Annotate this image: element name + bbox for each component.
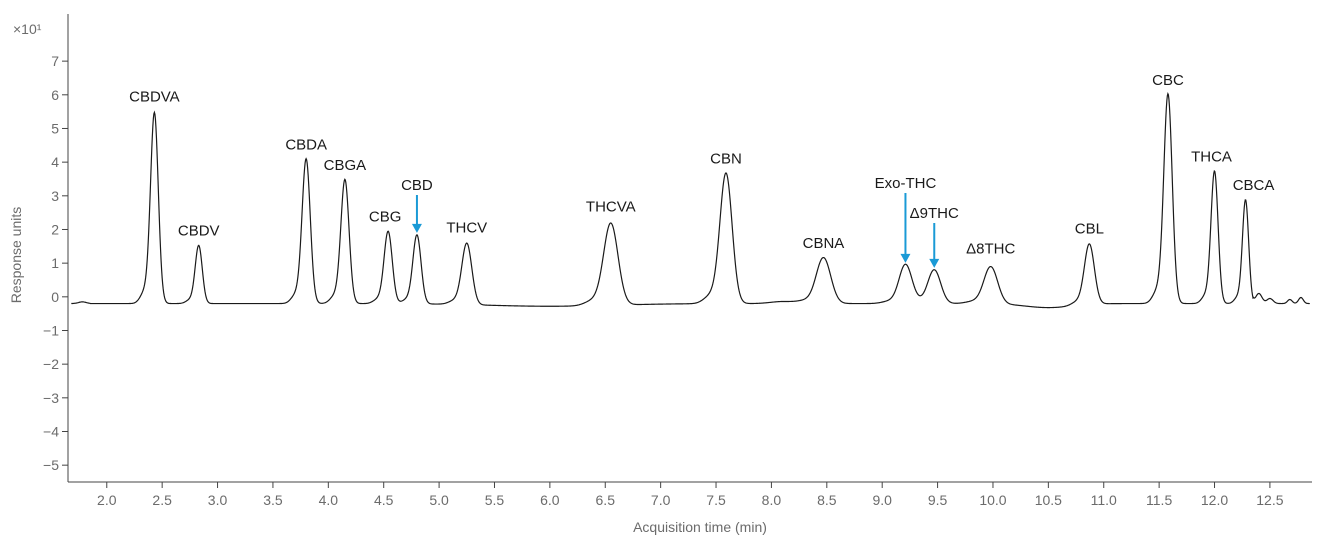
x-tick-label: 10.5 — [1035, 492, 1062, 508]
y-tick-label: 1 — [51, 255, 59, 271]
chromatogram-line — [71, 91, 1310, 309]
peak-label: CBNA — [803, 235, 845, 252]
y-tick-label: 0 — [51, 289, 59, 305]
x-tick-label: 7.5 — [706, 492, 726, 508]
peak-label: CBG — [369, 209, 402, 226]
y-axis-label: Response units — [8, 207, 24, 304]
x-tick-label: 3.5 — [263, 492, 283, 508]
peak-label: Δ9THC — [910, 205, 959, 222]
peak-label: CBN — [710, 151, 742, 168]
peak-label: THCV — [446, 219, 487, 236]
x-tick-label: 4.0 — [319, 492, 339, 508]
y-tick-label: −3 — [43, 390, 59, 406]
peak-label: CBCA — [1233, 177, 1275, 194]
x-tick-label: 2.5 — [152, 492, 172, 508]
axes — [67, 14, 1312, 483]
x-tick-label: 6.5 — [596, 492, 616, 508]
peak-label: CBDA — [285, 136, 327, 153]
y-tick-label: −1 — [43, 322, 59, 338]
x-tick-label: 3.0 — [208, 492, 228, 508]
peak-label: CBC — [1152, 72, 1184, 89]
x-tick-label: 7.0 — [651, 492, 671, 508]
y-tick-label: 7 — [51, 53, 59, 69]
y-tick-label: −5 — [43, 457, 59, 473]
peak-label: CBL — [1075, 220, 1104, 237]
x-tick-label: 5.5 — [485, 492, 505, 508]
x-tick-label: 10.0 — [979, 492, 1006, 508]
ticks: −5 −4 −3 −2 −1 0 1 2 3 4 5 6 7 2.0 2.5 3.0 3.5 4.0 4.5 5.0 5… — [43, 53, 1284, 508]
x-tick-label: 5.0 — [429, 492, 449, 508]
trace-layer — [71, 91, 1310, 309]
x-tick-label: 11.0 — [1091, 492, 1117, 508]
y-axis-multiplier: ×10¹ — [13, 21, 42, 37]
peak-label: CBDV — [178, 223, 220, 240]
x-tick-label: 9.0 — [872, 492, 892, 508]
y-tick-label: 6 — [51, 87, 59, 103]
x-tick-label: 2.0 — [97, 492, 117, 508]
peak-label: CBGA — [324, 157, 367, 174]
peak-arrowhead — [411, 223, 422, 233]
y-tick-label: −2 — [43, 356, 59, 372]
peak-label: Exo-THC — [875, 175, 937, 192]
peak-arrowhead — [929, 258, 940, 268]
y-tick-label: 4 — [51, 154, 59, 170]
peak-label: CBD — [401, 177, 433, 194]
y-tick-label: 5 — [51, 120, 59, 136]
x-tick-label: 11.5 — [1146, 492, 1172, 508]
peak-annotations: CBDVA CBDV CBDA CBGA CBG CBD THCV THCVA CBN CBNA E… — [129, 72, 1274, 268]
y-tick-label: −4 — [43, 423, 59, 439]
x-tick-label: 4.5 — [374, 492, 394, 508]
x-tick-label: 9.5 — [928, 492, 948, 508]
peak-label: THCA — [1191, 149, 1232, 166]
x-tick-label: 6.0 — [540, 492, 560, 508]
peak-label: Δ8THC — [966, 241, 1015, 258]
x-tick-label: 8.0 — [762, 492, 782, 508]
peak-label: THCVA — [586, 199, 636, 216]
y-tick-label: 2 — [51, 221, 59, 237]
x-tick-label: 12.5 — [1256, 492, 1283, 508]
x-tick-label: 12.0 — [1201, 492, 1228, 508]
y-tick-label: 3 — [51, 188, 59, 204]
x-tick-label: 8.5 — [817, 492, 837, 508]
x-axis-label: Acquisition time (min) — [633, 519, 767, 535]
peak-arrowhead — [900, 253, 911, 263]
peak-label: CBDVA — [129, 88, 180, 105]
